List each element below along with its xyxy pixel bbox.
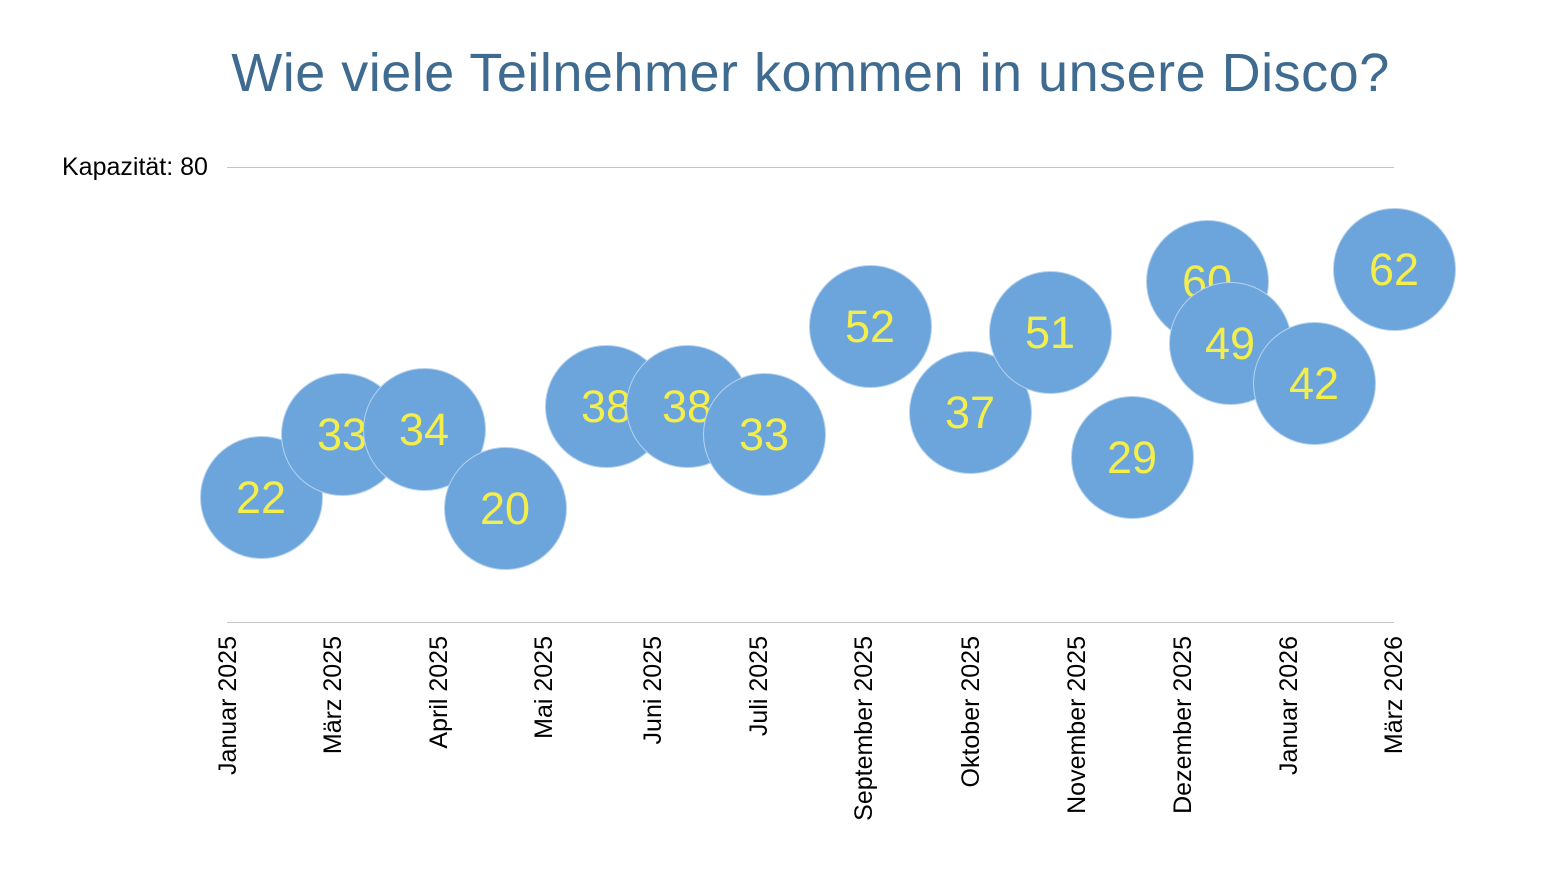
bubble: 29	[1070, 395, 1194, 519]
x-axis-baseline	[227, 622, 1394, 623]
x-axis-label: Januar 2026	[1275, 636, 1303, 776]
x-axis-label: Januar 2025	[214, 636, 242, 776]
capacity-line	[227, 167, 1394, 168]
x-axis-label: März 2026	[1380, 636, 1408, 755]
bubble-value: 20	[479, 482, 531, 534]
x-axis-label: März 2025	[319, 636, 347, 755]
bubble: 42	[1252, 321, 1376, 445]
chart-title: Wie viele Teilnehmer kommen in unsere Di…	[231, 43, 1390, 103]
bubble-value: 33	[316, 408, 368, 460]
bubble: 62	[1332, 207, 1456, 331]
bubble: 20	[443, 446, 567, 570]
capacity-label: Kapazität: 80	[62, 153, 208, 181]
bubble-value: 22	[235, 471, 287, 523]
x-axis-label: April 2025	[425, 636, 453, 749]
bubble: 33	[702, 372, 826, 496]
x-axis-label: Juni 2025	[639, 636, 667, 745]
bubble-value: 34	[398, 403, 450, 455]
x-axis-label: Mai 2025	[530, 636, 558, 739]
bubble-value: 52	[844, 300, 896, 352]
bubble: 52	[808, 264, 932, 388]
bubble-value: 42	[1288, 357, 1340, 409]
x-axis-label: Juli 2025	[745, 636, 773, 737]
bubble-value: 49	[1204, 317, 1256, 369]
x-axis-label: November 2025	[1063, 636, 1091, 814]
x-axis-label: Dezember 2025	[1169, 636, 1197, 814]
bubble-value: 33	[738, 408, 790, 460]
bubble: 51	[988, 270, 1112, 394]
bubble-value: 38	[580, 380, 632, 432]
bubble-value: 37	[944, 386, 996, 438]
x-axis-label: September 2025	[850, 636, 878, 821]
bubble-value: 62	[1368, 243, 1420, 295]
bubble-value: 51	[1024, 306, 1076, 358]
bubble-value: 29	[1106, 431, 1158, 483]
x-axis-label: Oktober 2025	[957, 636, 985, 788]
